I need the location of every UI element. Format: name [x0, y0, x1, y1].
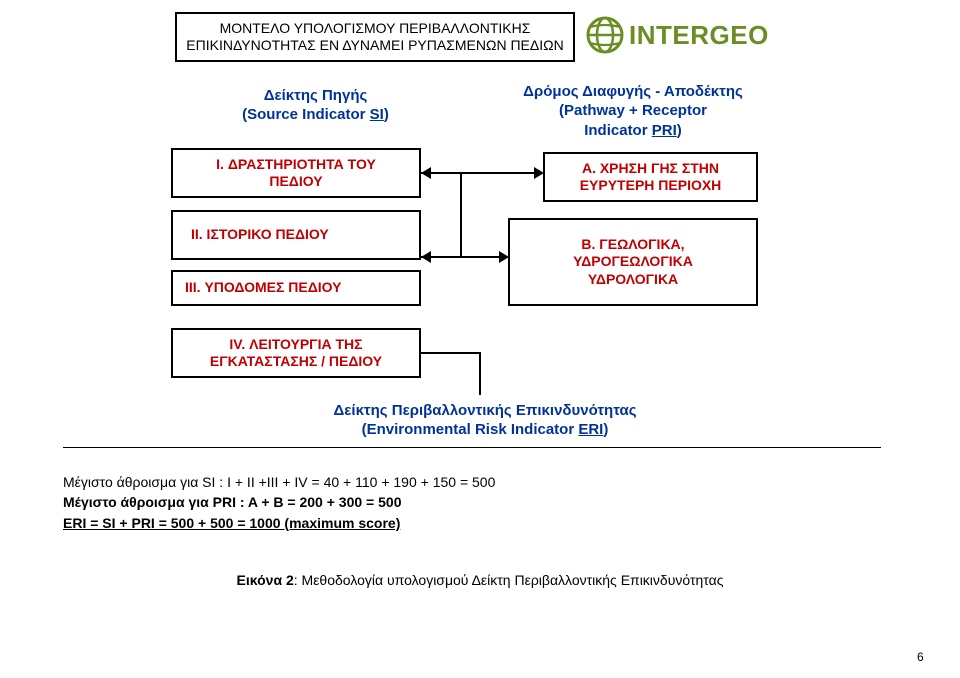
connector-vertical-2: [479, 352, 481, 395]
eri-box: Δείκτης Περιβαλλοντικής Επικινδυνότητας …: [285, 395, 685, 445]
arrow-right-icon: [534, 167, 544, 179]
header-box: ΜΟΝΤΕΛΟ ΥΠΟΛΟΓΙΣΜΟΥ ΠΕΡΙΒΑΛΛΟΝΤΙΚΗΣ ΕΠΙΚ…: [175, 12, 575, 62]
arrow-right-icon-2: [499, 251, 509, 263]
pri-line2: (Pathway + Receptor: [559, 102, 707, 119]
left-box-4: IV. ΛΕΙΤΟΥΡΓΙΑ ΤΗΣ ΕΓΚΑΤΑΣΤΑΣΗΣ / ΠΕΔΙΟΥ: [171, 328, 421, 378]
right-b1-l2: ΕΥΡΥΤΕΡΗ ΠΕΡΙΟΧΗ: [580, 177, 722, 193]
pri-box: Δρόμος Διαφυγής - Αποδέκτης (Pathway + R…: [508, 80, 758, 142]
left-box-1: I. ΔΡΑΣΤΗΡΙΟΤΗΤΑ ΤΟΥ ΠΕΔΙΟΥ: [171, 148, 421, 198]
source-indicator-box: Δείκτης Πηγής (Source Indicator SI): [213, 80, 418, 130]
connector-line-3: [421, 352, 481, 354]
right-b1-l1: A. ΧΡΗΣΗ ΓΗΣ ΣΤΗΝ: [582, 160, 719, 176]
caption-rest: : Μεθοδολογία υπολογισμού Δείκτη Περιβαλ…: [294, 572, 724, 588]
globe-icon: [585, 15, 625, 55]
calc-text: Μέγιστο άθροισμα για SI : I + II +III + …: [63, 472, 495, 533]
source-link: SI: [370, 106, 384, 123]
source-line1: Δείκτης Πηγής: [264, 87, 368, 104]
caption-label: Εικόνα 2: [237, 572, 294, 588]
left-b2-text: II. ΙΣΤΟΡΙΚΟ ΠΕΔΙΟΥ: [191, 226, 329, 242]
header-line1: ΜΟΝΤΕΛΟ ΥΠΟΛΟΓΙΣΜΟΥ ΠΕΡΙΒΑΛΛΟΝΤΙΚΗΣ: [220, 20, 531, 36]
arrow-left-icon-2: [421, 251, 431, 263]
left-b1-l1: I. ΔΡΑΣΤΗΡΙΟΤΗΤΑ ΤΟΥ: [216, 156, 376, 172]
eri-line2a: (Environmental Risk Indicator: [362, 421, 579, 438]
source-line2: (Source Indicator: [242, 106, 370, 123]
pri-line1: Δρόμος Διαφυγής - Αποδέκτης: [523, 83, 743, 100]
divider-line: [63, 447, 881, 448]
arrow-left-icon: [421, 167, 431, 179]
eri-line1: Δείκτης Περιβαλλοντικής Επικινδυνότητας: [334, 402, 637, 419]
left-box-2: II. ΙΣΤΟΡΙΚΟ ΠΕΔΙΟΥ: [171, 210, 421, 260]
right-b2-l2: ΥΔΡΟΓΕΩΛΟΓΙΚΑ: [573, 253, 693, 269]
left-b1-l2: ΠΕΔΙΟΥ: [269, 173, 322, 189]
right-b2-l1: B. ΓΕΩΛΟΓΙΚΑ,: [581, 236, 684, 252]
pri-link: PRI: [652, 122, 677, 139]
calc-line2: Μέγιστο άθροισμα για PRI : A + B = 200 +…: [63, 494, 401, 510]
right-box-2: B. ΓΕΩΛΟΓΙΚΑ, ΥΔΡΟΓΕΩΛΟΓΙΚΑ ΥΔΡΟΛΟΓΙΚΑ: [508, 218, 758, 306]
left-b4-l2: ΕΓΚΑΤΑΣΤΑΣΗΣ / ΠΕΔΙΟΥ: [210, 353, 382, 369]
calc-line1: Μέγιστο άθροισμα για SI : I + II +III + …: [63, 474, 495, 490]
page-number: 6: [917, 650, 924, 664]
left-b4-l1: IV. ΛΕΙΤΟΥΡΓΙΑ ΤΗΣ: [229, 336, 362, 352]
left-box-3: III. ΥΠΟΔΟΜΕΣ ΠΕΔΙΟΥ: [171, 270, 421, 306]
left-b3-text: III. ΥΠΟΔΟΜΕΣ ΠΕΔΙΟΥ: [185, 279, 342, 295]
eri-link: ERI: [578, 421, 603, 438]
connector-line: [421, 172, 534, 174]
connector-vertical: [460, 172, 462, 258]
header-line2: ΕΠΙΚΙΝΔΥΝΟΤΗΤΑΣ ΕΝ ΔΥΝΑΜΕΙ ΡΥΠΑΣΜΕΝΩΝ ΠΕ…: [186, 37, 563, 53]
logo-text: INTERGEO: [629, 20, 769, 51]
calc-line3: ERI = SI + PRI = 500 + 500 = 1000 (maxim…: [63, 515, 400, 531]
figure-caption: Εικόνα 2: Μεθοδολογία υπολογισμού Δείκτη…: [0, 572, 960, 588]
intergeo-logo: INTERGEO: [585, 15, 769, 55]
pri-line3a: Indicator: [584, 122, 652, 139]
source-line2b: ): [384, 106, 389, 123]
right-box-1: A. ΧΡΗΣΗ ΓΗΣ ΣΤΗΝ ΕΥΡΥΤΕΡΗ ΠΕΡΙΟΧΗ: [543, 152, 758, 202]
eri-line2b: ): [603, 421, 608, 438]
right-b2-l3: ΥΔΡΟΛΟΓΙΚΑ: [588, 271, 678, 287]
pri-line3b: ): [677, 122, 682, 139]
